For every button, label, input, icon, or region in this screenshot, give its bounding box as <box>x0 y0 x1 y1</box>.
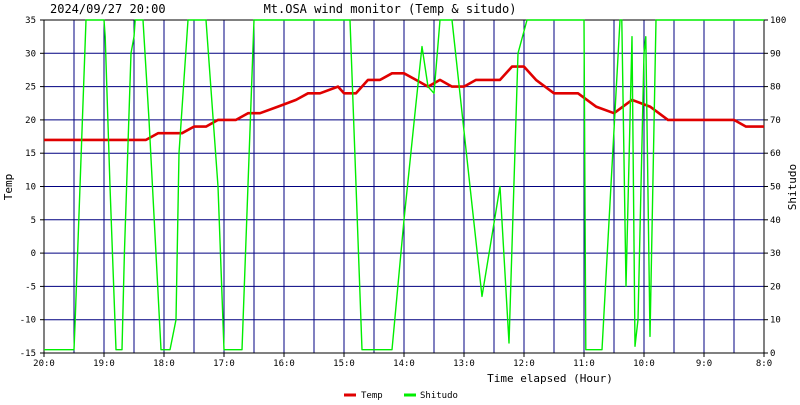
x-tick-label: 14:0 <box>393 359 415 369</box>
y-tick-right-label: 100 <box>770 16 786 26</box>
y-tick-left-label: 35 <box>25 16 36 26</box>
y-tick-right-label: 50 <box>770 183 781 193</box>
y-tick-right-label: 10 <box>770 316 781 326</box>
x-tick-label: 15:0 <box>333 359 355 369</box>
x-tick-label: 11:0 <box>573 359 595 369</box>
x-tick-label: 10:0 <box>633 359 655 369</box>
y-axis-left-label: Temp <box>2 174 15 201</box>
y-tick-right-label: 60 <box>770 149 781 159</box>
legend-label-shitudo: Shitudo <box>420 391 458 400</box>
y-tick-right-label: 90 <box>770 49 781 59</box>
series-layer <box>44 19 764 351</box>
x-tick-label: 16:0 <box>273 359 295 369</box>
x-tick-label: 19:0 <box>93 359 115 369</box>
y-tick-left-label: 10 <box>25 183 36 193</box>
x-tick-label: 12:0 <box>513 359 535 369</box>
y-tick-right-label: 20 <box>770 282 781 292</box>
chart-title: Mt.OSA wind monitor (Temp & situdo) <box>264 2 517 16</box>
series-line-temp <box>44 65 764 142</box>
x-tick-label: 9:0 <box>696 359 712 369</box>
y-tick-left-label: 0 <box>31 249 36 259</box>
y-tick-right-label: 0 <box>770 349 775 359</box>
x-axis-ticks: 20:0 19:0 18:0 17:0 16:0 15:0 14:0 13:0 12:0 11:0… <box>33 353 772 369</box>
y-tick-left-label: 25 <box>25 83 36 93</box>
y-tick-left-label: 5 <box>31 216 36 226</box>
x-tick-label: 20:0 <box>33 359 55 369</box>
legend: Temp Shitudo <box>344 391 458 401</box>
x-tick-label: 13:0 <box>453 359 475 369</box>
y-tick-left-label: -15 <box>20 349 36 359</box>
y-tick-left-label: -10 <box>20 316 36 326</box>
y-tick-left-label: 20 <box>25 116 36 126</box>
y-axis-right-label: Shitudo <box>786 164 799 210</box>
x-axis-label: Time elapsed (Hour) <box>487 372 613 385</box>
y-axis-left-ticks: 35 30 25 20 15 10 5 0 -5 -10 -15 <box>20 16 44 359</box>
y-tick-right-label: 80 <box>770 83 781 93</box>
series-line-shitudo <box>44 19 764 351</box>
y-tick-right-label: 40 <box>770 216 781 226</box>
y-tick-left-label: 30 <box>25 49 36 59</box>
y-tick-right-label: 30 <box>770 249 781 259</box>
timestamp: 2024/09/27 20:00 <box>50 2 166 16</box>
legend-label-temp: Temp <box>361 391 383 400</box>
x-tick-label: 18:0 <box>153 359 175 369</box>
x-tick-label: 8:0 <box>756 359 772 369</box>
y-tick-left-label: 15 <box>25 149 36 159</box>
y-tick-left-label: -5 <box>25 282 36 292</box>
y-tick-right-label: 70 <box>770 116 781 126</box>
x-tick-label: 17:0 <box>213 359 235 369</box>
